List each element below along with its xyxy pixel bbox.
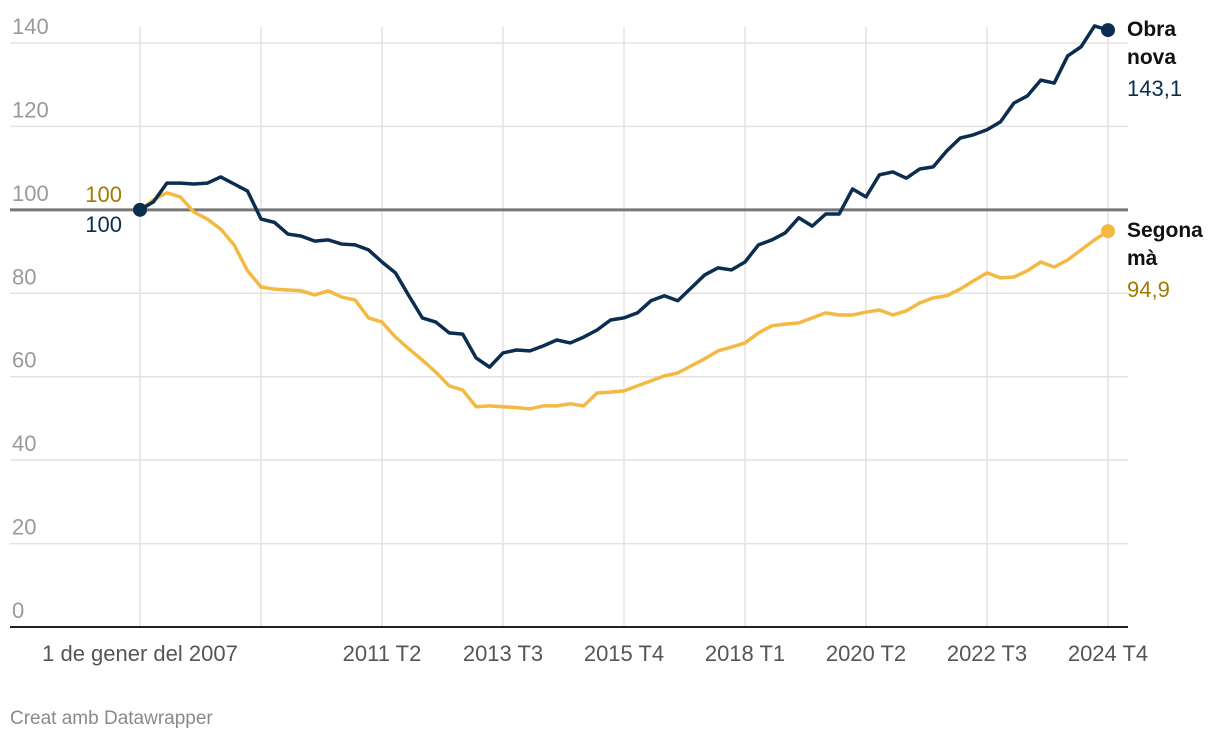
x-tick-label: 2013 T3 [463, 641, 543, 666]
start-value-label: 100 [85, 212, 122, 237]
end-dot [1101, 23, 1115, 38]
y-tick-label: 20 [12, 515, 36, 540]
y-tick-label: 100 [12, 181, 49, 206]
x-tick-label: 2022 T3 [947, 641, 1027, 666]
y-tick-label: 80 [12, 264, 36, 289]
end-value-label: 94,9 [1127, 277, 1170, 302]
x-tick-label: 2011 T2 [343, 641, 422, 666]
x-tick-label: 2020 T2 [826, 641, 906, 666]
y-tick-label: 0 [12, 598, 24, 623]
line [138, 191, 1109, 411]
series-name: Obra nova [1127, 18, 1177, 70]
series-label: Segona mà [1127, 219, 1203, 271]
x-tick-label: 2024 T4 [1068, 641, 1148, 666]
y-tick-label: 60 [12, 348, 36, 373]
y-tick-label: 40 [12, 431, 36, 456]
series-name: Segona mà [1127, 219, 1203, 271]
y-tick-label: 120 [12, 97, 49, 122]
start-value-label: 100 [85, 182, 122, 207]
end-value-label: 143,1 [1127, 76, 1182, 101]
x-tick-label: 2015 T4 [584, 641, 664, 666]
series-label: Obra nova [1127, 18, 1177, 70]
end-dot [1101, 224, 1115, 239]
start-dot [133, 202, 147, 217]
x-tick-label: 2018 T1 [705, 641, 785, 666]
y-tick-label: 140 [12, 14, 49, 39]
credit: Creat amb Datawrapper [10, 708, 213, 729]
x-tick-label: 1 de gener del 2007 [42, 641, 238, 666]
line [139, 24, 1109, 369]
